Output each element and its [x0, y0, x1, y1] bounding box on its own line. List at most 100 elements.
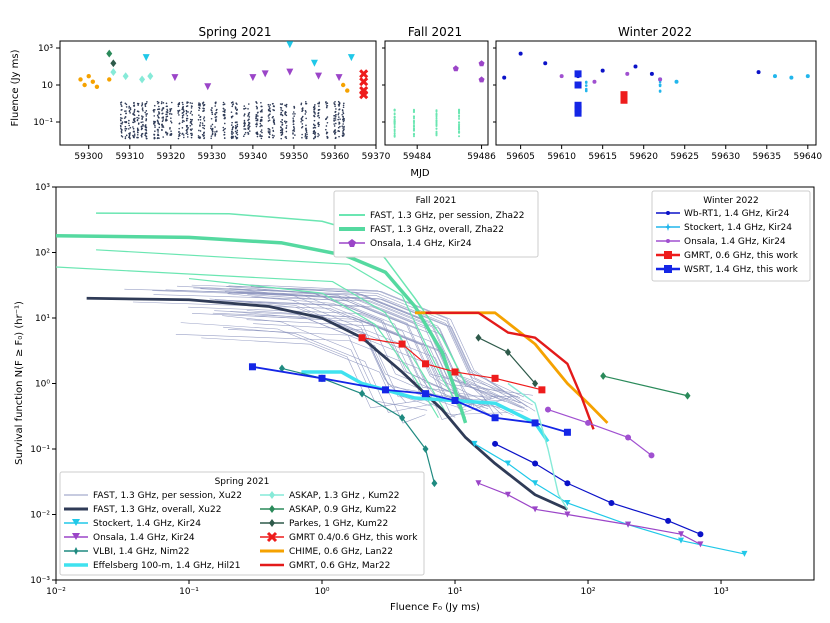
- fast-burst-dot: [312, 123, 315, 126]
- fast-burst-dot: [334, 115, 337, 118]
- fast-burst-dot: [166, 115, 169, 118]
- fast-burst-dot: [137, 110, 140, 113]
- fast-burst-dot: [153, 104, 156, 107]
- fast-burst-dot: [343, 128, 345, 131]
- fast-burst-dot: [145, 118, 148, 120]
- fast-burst-dot: [334, 100, 336, 103]
- top-point-chime: [94, 84, 100, 89]
- fast-burst-dot: [210, 135, 213, 137]
- fast-burst-dot: [335, 113, 337, 116]
- fast-session-curve: [251, 296, 491, 408]
- top-panels: Fluence (Jy ms) MJD Spring 2021 Fall 202…: [10, 25, 822, 179]
- triangle-down-marker-icon: [72, 519, 80, 526]
- main-panel: Survival function N(F ≥ F₀) (hr⁻¹) Fluen…: [14, 183, 815, 613]
- fast-fall-dot: [412, 115, 415, 118]
- fast-burst-dot: [127, 128, 130, 130]
- curve-stockert-1-4-ghz-kir24-marker: [471, 440, 478, 447]
- panel-winter-frame: [495, 40, 817, 146]
- fast-burst-dot: [243, 128, 246, 130]
- fast-burst-dot: [301, 115, 304, 118]
- top-point-wsrt: [574, 81, 582, 89]
- panel-title-spring: Spring 2021: [198, 25, 271, 39]
- top-point-chime: [86, 73, 91, 79]
- dot-marker-icon: [666, 211, 670, 215]
- top-xtick-label: 59484: [403, 152, 432, 162]
- top-point-gmrt-0-4-0-6: [359, 69, 369, 79]
- fast-burst-dot: [191, 102, 193, 105]
- fast-burst-dot: [203, 132, 205, 134]
- fast-fall-dot: [435, 134, 438, 137]
- top-point-chime: [107, 77, 112, 82]
- fast-fall-dot: [435, 127, 438, 130]
- fast-burst-dot: [222, 126, 225, 129]
- legend-spring-item: FAST, 1.3 GHz, overall, Xu22: [93, 505, 221, 515]
- fast-burst-dot: [141, 118, 143, 120]
- top-xtick-label: 59635: [752, 152, 781, 162]
- fast-burst-dot: [301, 125, 304, 128]
- fast-burst-dot: [337, 112, 340, 114]
- fast-burst-dot: [128, 105, 131, 108]
- curve-wb-rt1-1-4-ghz-kir24-marker: [697, 531, 704, 538]
- fast-burst-dot: [243, 121, 246, 123]
- fast-fall-dot: [393, 135, 396, 138]
- fast-burst-dot: [223, 131, 226, 134]
- fast-burst-dot: [300, 120, 302, 123]
- fast-fall-dot: [412, 119, 415, 122]
- fast-burst-dot: [247, 114, 250, 116]
- fast-burst-dot: [141, 115, 143, 117]
- fast-burst-dot: [182, 134, 185, 136]
- fast-burst-dot: [190, 107, 193, 109]
- fast-burst-dot: [182, 107, 184, 109]
- top-point-chime: [78, 77, 83, 82]
- fast-burst-dot: [314, 124, 316, 127]
- top-point-stockert: [772, 74, 777, 79]
- fast-burst-dot: [231, 105, 234, 108]
- fast-burst-dot: [120, 119, 122, 122]
- fast-burst-dot: [314, 136, 316, 138]
- fast-burst-dot: [153, 108, 156, 111]
- fast-burst-dot: [161, 109, 163, 112]
- top-ytick: 10⁻¹: [33, 118, 53, 128]
- fast-burst-dot: [169, 108, 171, 110]
- fast-burst-dot: [342, 111, 344, 113]
- fast-session-curve: [192, 313, 456, 418]
- fast-burst-dot: [181, 116, 184, 119]
- curve-onsala-1-4-ghz-kir24: [478, 482, 701, 545]
- fast-burst-dot: [140, 128, 143, 131]
- fast-burst-dot: [124, 102, 127, 105]
- top-point-onsala: [625, 71, 630, 76]
- fast-burst-dot: [243, 108, 246, 110]
- fast-burst-dot: [280, 109, 282, 111]
- fast-session-curve: [238, 284, 536, 412]
- fast-burst-dot: [256, 118, 259, 120]
- fast-burst-dot: [214, 131, 216, 133]
- fast-burst-dot: [279, 113, 282, 116]
- fast-session-curve: [165, 289, 436, 397]
- top-xtick-label: 59310: [115, 152, 144, 162]
- fast-burst-dot: [179, 132, 181, 135]
- fast-fall-dot: [393, 126, 396, 129]
- panel-spring-frame: [59, 40, 377, 146]
- fast-burst-dot: [247, 133, 250, 135]
- fast-burst-dot: [313, 105, 316, 108]
- fast-burst-dot: [235, 132, 238, 134]
- fast-burst-dot: [185, 132, 188, 135]
- fast-burst-dot: [260, 105, 262, 108]
- curve-parkes-1-ghz-kum22-marker: [475, 333, 482, 342]
- fast-session-curve: [229, 288, 445, 400]
- fast-burst-dot: [334, 117, 337, 119]
- fast-burst-dot: [281, 130, 283, 133]
- fast-burst-dot: [273, 135, 275, 137]
- fast-burst-dot: [243, 105, 246, 107]
- fast-burst-dot: [305, 129, 308, 132]
- fast-burst-dot: [186, 114, 189, 117]
- fast-burst-dot: [284, 120, 286, 122]
- fast-fall-dot: [458, 110, 461, 113]
- fast-burst-dot: [183, 120, 185, 123]
- panel-fall-frame: [384, 40, 489, 146]
- fast-burst-dot: [257, 115, 259, 117]
- fast-burst-dot: [325, 125, 328, 127]
- fast-burst-dot: [145, 128, 147, 130]
- curve-wsrt-1-4-ghz-this-work-marker: [491, 414, 499, 422]
- fast-session-curve: [124, 288, 496, 416]
